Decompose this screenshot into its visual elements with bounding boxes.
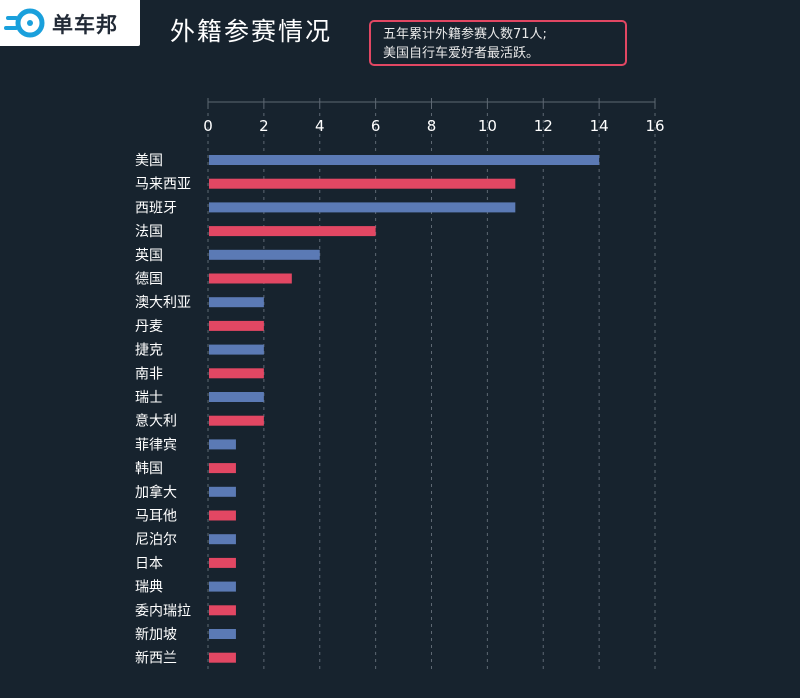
bar <box>209 557 236 568</box>
category-label: 南非 <box>135 366 163 382</box>
category-label: 日本 <box>135 556 163 572</box>
bar <box>209 581 236 592</box>
category-label: 委内瑞拉 <box>135 603 191 619</box>
callout-line-1: 五年累计外籍参赛人数71人; <box>383 27 547 42</box>
bar <box>209 368 264 379</box>
x-tick-label: 8 <box>427 117 437 135</box>
category-label: 马耳他 <box>135 509 177 525</box>
category-label: 意大利 <box>135 413 177 430</box>
bar <box>209 534 236 545</box>
category-label: 尼泊尔 <box>135 532 177 548</box>
category-label: 西班牙 <box>135 200 177 216</box>
category-label: 加拿大 <box>135 484 177 501</box>
category-label: 英国 <box>135 247 163 264</box>
x-tick-label: 10 <box>478 117 497 135</box>
bar <box>209 486 236 497</box>
bar <box>209 155 600 165</box>
category-label: 澳大利亚 <box>135 295 191 311</box>
category-label: 新西兰 <box>135 651 177 667</box>
x-tick-label: 12 <box>534 117 553 135</box>
bar <box>209 439 236 450</box>
bar <box>209 320 264 331</box>
bar <box>209 415 264 426</box>
brand-name: 单车邦 <box>52 13 118 37</box>
bar <box>209 392 264 402</box>
bar <box>209 178 516 189</box>
bar <box>209 226 376 237</box>
category-label: 马来西亚 <box>135 177 191 193</box>
category-label: 韩国 <box>135 461 163 477</box>
page-title: 外籍参赛情况 <box>170 17 333 46</box>
bar <box>209 273 292 284</box>
bar <box>209 605 236 616</box>
bar <box>209 463 236 474</box>
x-tick-label: 16 <box>645 117 664 135</box>
category-label: 美国 <box>135 153 163 169</box>
x-tick-label: 14 <box>590 117 609 135</box>
category-label: 瑞士 <box>135 390 163 406</box>
category-label: 丹麦 <box>135 319 163 335</box>
category-label: 新加坡 <box>135 627 177 643</box>
category-label: 菲律宾 <box>135 437 177 453</box>
bar <box>209 510 236 521</box>
bar <box>209 652 236 663</box>
x-tick-label: 2 <box>259 117 269 135</box>
bar <box>209 629 236 639</box>
bar <box>209 344 264 355</box>
bar <box>209 249 320 260</box>
bike-wheel-logo-icon <box>4 8 45 38</box>
callout-line-2: 美国自行车爱好者最活跃。 <box>383 46 540 61</box>
bar <box>209 297 264 308</box>
category-label: 法国 <box>135 224 163 240</box>
category-label: 瑞典 <box>135 580 163 596</box>
bar <box>209 202 516 213</box>
brand-logo: 单车邦 <box>0 0 140 46</box>
x-tick-label: 4 <box>315 117 325 135</box>
x-tick-label: 6 <box>371 117 381 135</box>
category-label: 德国 <box>135 272 163 288</box>
category-label: 捷克 <box>135 343 163 359</box>
summary-callout: 五年累计外籍参赛人数71人; 美国自行车爱好者最活跃。 <box>369 20 627 66</box>
x-tick-label: 0 <box>203 117 213 135</box>
